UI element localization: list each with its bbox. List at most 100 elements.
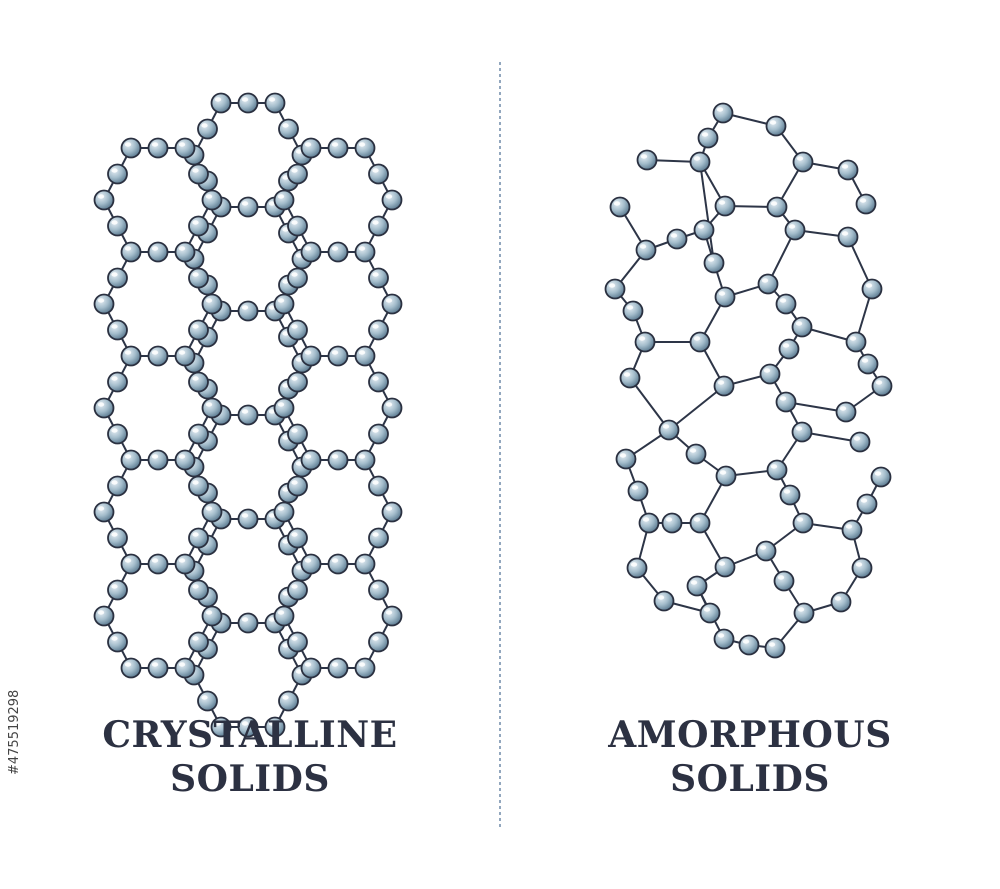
atom	[368, 579, 389, 601]
atom	[107, 527, 128, 549]
atom	[120, 449, 142, 471]
atom	[622, 300, 644, 322]
atom-highlight	[241, 305, 249, 310]
atom	[174, 241, 196, 263]
atom	[604, 278, 626, 300]
atom	[264, 92, 286, 114]
atom-highlight	[277, 298, 285, 303]
amorphous-solids-label: AMORPHOUS SOLIDS	[540, 713, 960, 801]
atom-highlight	[111, 532, 118, 537]
atom	[855, 193, 877, 215]
atom	[287, 267, 308, 289]
atom	[861, 278, 883, 300]
atom-highlight	[178, 350, 186, 355]
atom	[368, 475, 389, 497]
atom-highlight	[282, 643, 289, 648]
atom-highlight	[151, 142, 159, 147]
atom-highlight	[761, 278, 769, 283]
atom	[857, 353, 879, 375]
atom-highlight	[385, 298, 393, 303]
atom-highlight	[97, 298, 105, 303]
atom	[791, 316, 813, 338]
atom-highlight	[841, 231, 849, 236]
atom-highlight	[697, 224, 705, 229]
atom	[714, 556, 736, 578]
atom	[93, 501, 115, 523]
atom-highlight	[192, 428, 199, 433]
atom	[107, 423, 128, 445]
atom-highlight	[291, 480, 298, 485]
atom-highlight	[282, 123, 289, 128]
atom	[107, 579, 128, 601]
atom-highlight	[358, 558, 366, 563]
amorphous-title-line1: AMORPHOUS	[608, 714, 892, 756]
atom-highlight	[631, 485, 639, 490]
atom-highlight	[277, 194, 285, 199]
atom-highlight	[304, 662, 312, 667]
atom	[201, 189, 223, 211]
atom-highlight	[304, 558, 312, 563]
atom-highlight	[716, 107, 724, 112]
atom	[237, 92, 259, 114]
atom	[287, 631, 308, 653]
atom	[197, 118, 218, 140]
atom-highlight	[693, 336, 701, 341]
atom	[368, 319, 389, 341]
atom	[287, 527, 308, 549]
atom	[300, 553, 322, 575]
atom	[188, 319, 209, 341]
atom	[300, 137, 322, 159]
atom	[147, 657, 169, 679]
atom-highlight	[124, 246, 132, 251]
atom	[273, 605, 295, 627]
atom	[368, 267, 389, 289]
atom	[237, 300, 259, 322]
atom-highlight	[639, 244, 647, 249]
atom	[368, 527, 389, 549]
atom	[661, 512, 683, 534]
atom	[354, 137, 376, 159]
atom-highlight	[372, 532, 379, 537]
atom-highlight	[282, 435, 289, 440]
atom-highlight	[372, 272, 379, 277]
atom	[368, 371, 389, 393]
atom-highlight	[855, 562, 863, 567]
atom	[381, 189, 403, 211]
atom	[287, 371, 308, 393]
atom-highlight	[282, 383, 289, 388]
atom-highlight	[372, 220, 379, 225]
atom	[689, 151, 711, 173]
atom	[93, 397, 115, 419]
atom	[845, 331, 867, 353]
atom	[354, 241, 376, 263]
atom-highlight	[268, 513, 276, 518]
atom	[609, 196, 631, 218]
atom	[354, 449, 376, 471]
atom-highlight	[201, 695, 208, 700]
atom	[615, 448, 637, 470]
atom	[870, 466, 892, 488]
atom-highlight	[630, 562, 638, 567]
atom-highlight	[779, 396, 787, 401]
atom	[327, 137, 349, 159]
atom-highlight	[192, 584, 199, 589]
atom	[830, 591, 852, 613]
atom-highlight	[849, 336, 857, 341]
atom-highlight	[291, 376, 298, 381]
atom	[188, 475, 209, 497]
atom-highlight	[358, 454, 366, 459]
atom	[287, 579, 308, 601]
atom-highlight	[358, 662, 366, 667]
atom-highlight	[626, 305, 634, 310]
atom-highlight	[769, 120, 777, 125]
atom	[638, 512, 660, 534]
atom	[287, 163, 308, 185]
atom	[273, 397, 295, 419]
atom	[381, 397, 403, 419]
atom-highlight	[693, 517, 701, 522]
atom-highlight	[111, 428, 118, 433]
atom-highlight	[795, 426, 803, 431]
atom	[201, 605, 223, 627]
atom-highlight	[693, 156, 701, 161]
